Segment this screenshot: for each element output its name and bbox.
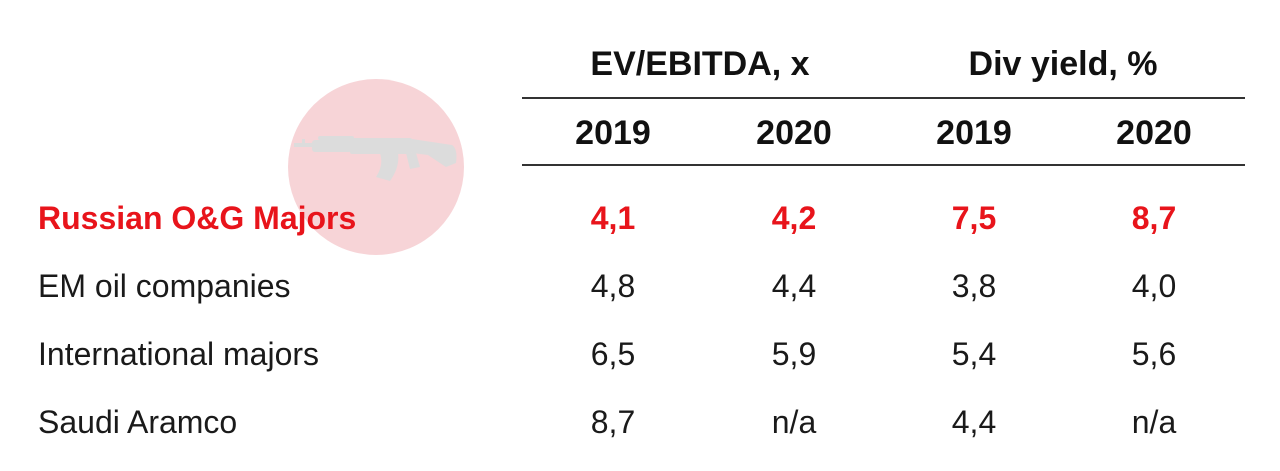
- rifle-icon: [294, 136, 457, 181]
- year-header-ev-2020: 2020: [756, 114, 832, 152]
- table-row-saudi-aramco: Saudi Aramco 8,7 n/a 4,4 n/a: [0, 400, 1280, 444]
- header-top-rule: [522, 97, 1245, 99]
- table-cell: 8,7: [590, 404, 636, 440]
- table-cell: 4,4: [951, 404, 997, 440]
- row-label: Saudi Aramco: [38, 404, 238, 440]
- table-cell: 8,7: [1131, 200, 1177, 236]
- table-row-em-oil-companies: EM oil companies 4,8 4,4 3,8 4,0: [0, 264, 1280, 308]
- table-cell: n/a: [1131, 404, 1177, 440]
- table-cell: 6,5: [590, 336, 636, 372]
- table-row-international-majors: International majors 6,5 5,9 5,4 5,6: [0, 332, 1280, 376]
- row-label: EM oil companies: [38, 268, 291, 304]
- header-bottom-rule: [522, 164, 1245, 166]
- table-cell: 3,8: [951, 268, 997, 304]
- year-header-div-2020: 2020: [1116, 114, 1192, 152]
- table-cell: 4,1: [590, 200, 636, 236]
- year-header-ev-2019: 2019: [575, 114, 651, 152]
- table-cell: 5,4: [951, 336, 997, 372]
- table-cell: 7,5: [951, 200, 997, 236]
- table-cell: 4,2: [771, 200, 817, 236]
- table-cell: 4,0: [1131, 268, 1177, 304]
- table-cell: n/a: [771, 404, 817, 440]
- row-label: Russian O&G Majors: [38, 200, 357, 236]
- watermark-logo: [288, 79, 464, 255]
- table-row-russian-og-majors: Russian O&G Majors 4,1 4,2 7,5 8,7: [0, 196, 1280, 240]
- row-label: International majors: [38, 336, 320, 372]
- table-cell: 5,9: [771, 336, 817, 372]
- table-cell: 4,8: [590, 268, 636, 304]
- year-header-div-2019: 2019: [936, 114, 1012, 152]
- table-cell: 4,4: [771, 268, 817, 304]
- table-cell: 5,6: [1131, 336, 1177, 372]
- ev-ebitda-header: EV/EBITDA, x: [590, 45, 810, 83]
- div-yield-header: Div yield, %: [968, 45, 1158, 83]
